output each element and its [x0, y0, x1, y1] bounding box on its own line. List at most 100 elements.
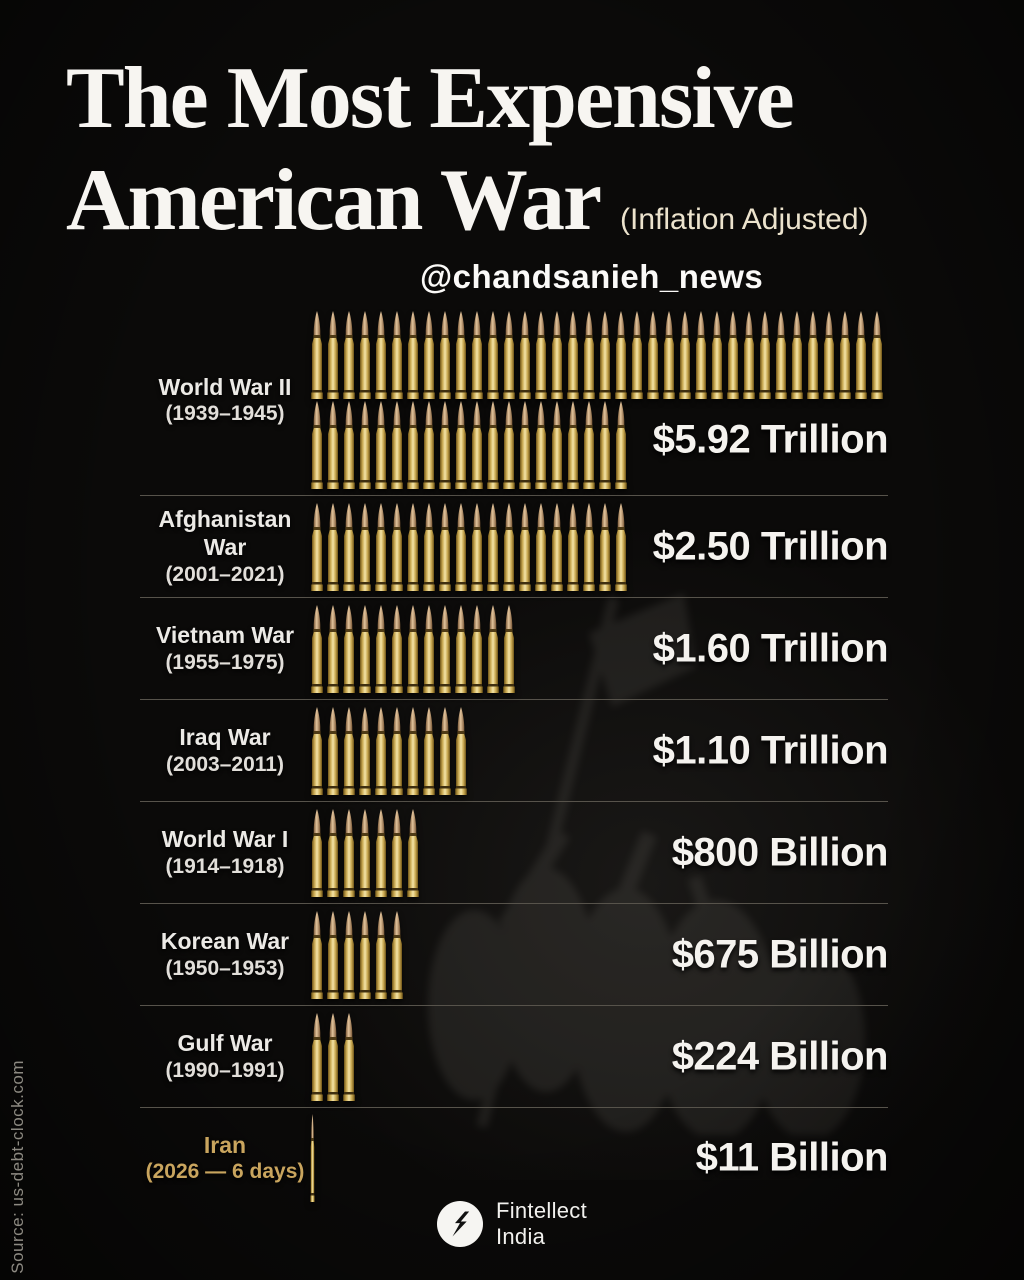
war-years: (1939–1945) [165, 402, 285, 426]
bullet-icon [391, 808, 403, 897]
bullet-icon [455, 401, 467, 489]
bullet-icon [359, 502, 371, 591]
war-years: (1914–1918) [165, 854, 285, 878]
war-row: Gulf War (1990–1991) $224 Billion [140, 1006, 889, 1108]
bullet-icon [551, 502, 563, 591]
bullet-icon [343, 401, 355, 489]
bullet-icon [327, 311, 339, 399]
bullet-icon [391, 401, 403, 489]
bullet-icon [343, 808, 355, 897]
war-label: Korean War (1950–1953) [140, 927, 310, 982]
war-cost-value: $5.92 Trillion [652, 417, 889, 462]
bullet-icon [487, 311, 499, 399]
bullet-icon [599, 401, 611, 489]
bullet-icon [487, 604, 499, 693]
bullet-icon [423, 311, 435, 399]
war-label: Iraq War (2003–2011) [140, 723, 310, 778]
bullet-icon [343, 604, 355, 693]
bullet-icon [583, 311, 595, 399]
bullet-icon [503, 502, 515, 591]
watermark-handle: @chandsanieh_news [420, 258, 764, 295]
bullet-icon [583, 502, 595, 591]
war-years: (2001–2021) [165, 563, 285, 587]
source-note: Source: us-debt-clock.com [8, 1060, 27, 1274]
bullet-icon [391, 910, 403, 999]
bullet-icon [599, 311, 611, 399]
fintellect-f-glyph [452, 1211, 470, 1237]
bullet-icon [375, 311, 387, 399]
bullet-icon [647, 311, 659, 399]
bullet-icon [743, 311, 755, 399]
war-cost-value: $1.10 Trillion [652, 728, 889, 772]
brand-name: Fintellect India [496, 1198, 587, 1250]
bullet-icon [375, 808, 387, 897]
bullet-icon [407, 604, 419, 693]
war-label: Vietnam War (1955–1975) [140, 621, 310, 676]
bullet-icon [519, 401, 531, 489]
bullet-icon [503, 604, 515, 693]
war-row: Korean War (1950–1953) $675 Billion [140, 904, 889, 1006]
war-row: World War I (1914–1918) $800 Billion [140, 802, 889, 904]
bullet-icon [343, 502, 355, 591]
bullet-icon [455, 706, 467, 795]
bullet-icon [615, 502, 627, 591]
bullet-icon [455, 311, 467, 399]
bullet-icon [775, 311, 787, 399]
bullet-icon [310, 1114, 315, 1202]
war-cost-value: $11 Billion [695, 1135, 889, 1180]
war-label: Gulf War (1990–1991) [140, 1029, 310, 1084]
bullet-icon [391, 604, 403, 693]
bullet-icon [311, 604, 323, 693]
war-cost-value: $2.50 Trillion [652, 524, 889, 568]
war-row: Iran (2026 — 6 days) $11 Billion [140, 1108, 889, 1208]
bullet-icon [487, 502, 499, 591]
bullet-icon [359, 604, 371, 693]
war-years: (1990–1991) [165, 1058, 285, 1082]
bullet-icon [663, 311, 675, 399]
war-row: World War II (1939–1945) $5.92 Trillion [140, 305, 889, 496]
bullet-icon [471, 502, 483, 591]
war-row: Iraq War (2003–2011) $1.10 Trillion [140, 700, 889, 802]
bullet-icon [407, 706, 419, 795]
brand-name-line1: Fintellect [495, 1198, 588, 1223]
bullet-icon [551, 311, 563, 399]
bullet-icon [327, 1012, 339, 1101]
bullet-icon [375, 604, 387, 693]
bullet-icon [311, 910, 323, 999]
bullet-icon [359, 910, 371, 999]
bullet-icon [423, 401, 435, 489]
bullet-icon [359, 808, 371, 897]
war-name: World War I [161, 826, 289, 852]
bullet-icon [343, 1012, 355, 1101]
bullet-icon [807, 311, 819, 399]
page-title-line1: The Most Expensive [66, 50, 795, 147]
war-name: Afghanistan War [158, 505, 292, 561]
footer-brand: Fintellect India [0, 1198, 1024, 1250]
bullet-icon [567, 401, 579, 489]
bullet-icon [327, 604, 339, 693]
war-name: Iraq War [179, 724, 271, 750]
bullet-icon [439, 604, 451, 693]
bullet-icon [407, 401, 419, 489]
bullet-icon [311, 311, 323, 399]
bullet-icon [327, 401, 339, 489]
bullet-icon [391, 706, 403, 795]
war-name: Iran [203, 1131, 247, 1158]
war-name: Korean War [160, 928, 290, 954]
war-label: Iran (2026 — 6 days) [140, 1131, 310, 1186]
war-years: (2003–2011) [166, 752, 284, 776]
bullet-icon [311, 502, 323, 591]
war-label: World War I (1914–1918) [140, 825, 310, 880]
bullet-icon [439, 401, 451, 489]
war-cost-value: $224 Billion [671, 1034, 889, 1078]
bullet-icon [695, 311, 707, 399]
war-name: World War II [158, 373, 292, 400]
bullet-icon [599, 502, 611, 591]
bullet-icon [471, 401, 483, 489]
bullet-icon [519, 502, 531, 591]
war-cost-value: $675 Billion [671, 932, 889, 976]
bullet-icon [711, 311, 723, 399]
war-years: (1955–1975) [165, 650, 285, 674]
war-row: Vietnam War (1955–1975) $1.60 Trillion [140, 598, 889, 700]
